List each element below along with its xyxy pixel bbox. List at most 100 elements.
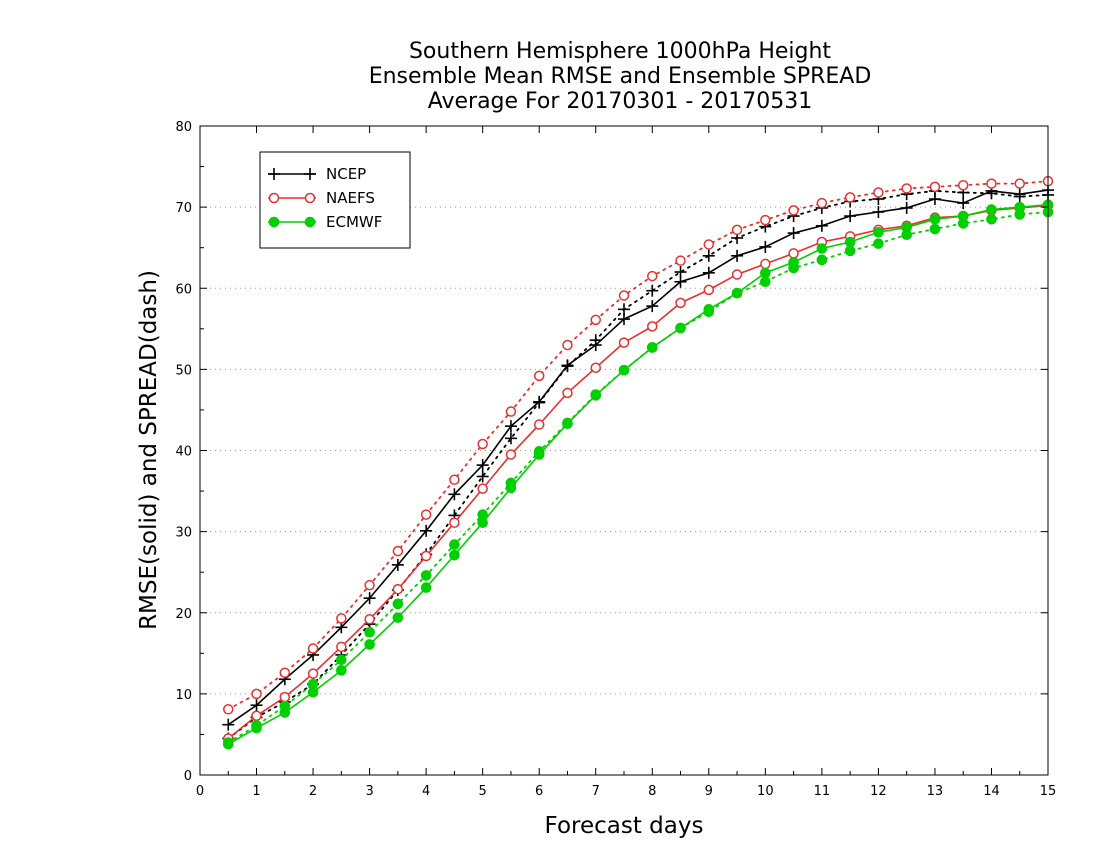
series-naefs-spread-point [731,224,743,236]
series-ncep-rmse-point [787,227,800,240]
series-ncep-rmse-point [448,488,461,501]
y-tick-label: 40 [175,445,192,460]
series-ncep-rmse-point [476,459,489,472]
series-ecmwf-rmse-point [760,267,771,279]
series-ecmwf-rmse-point [901,222,912,233]
series-naefs-spread-point [307,643,319,654]
series-ncep-rmse-point [420,524,433,537]
series-naefs-rmse-point [307,668,319,679]
series-naefs-spread-point [1014,178,1025,189]
series-naefs-rmse-point [760,258,771,270]
x-tick-label: 4 [422,784,430,799]
series-ncep-rmse-point [731,249,744,262]
series-naefs-spread-point [873,187,884,198]
x-axis-ticks: 0 1 2 3 4 5 6 7 8 9 10 11 12 13 14 15 [196,126,1056,799]
series-naefs-spread-point [590,314,601,326]
series-naefs-rmse-point [420,550,432,562]
x-tick-label: 8 [648,784,656,799]
series-ecmwf-spread-point [364,626,375,638]
series-ncep-rmse-point [391,558,404,571]
series-ecmwf-rmse-point [703,304,715,315]
series-ncep-rmse-point [250,699,263,712]
series-naefs-spread-point [844,192,856,203]
series-ncep-rmse-point [533,395,546,408]
series-ecmwf-rmse-point [392,612,404,623]
x-tick-label: 3 [365,784,373,799]
x-tick-label: 10 [757,784,774,799]
series-ecmwf-spread-point [760,276,771,288]
series-ncep [222,184,1054,745]
series-naefs [223,175,1054,744]
x-tick-label: 2 [309,784,317,799]
series-naefs-rmse-point [364,613,375,625]
series-naefs-spread-point [957,179,969,191]
legend-entry-ecmwf: ECMWF [268,213,382,231]
series-ncep-rmse-point [957,197,970,210]
series-ncep-rmse-point [872,205,885,218]
series-naefs-spread-point [816,197,828,209]
y-tick-label: 60 [175,282,192,297]
series-ecmwf-rmse-point [222,738,234,750]
series-ncep-rmse-point [618,313,630,326]
series-naefs-rmse-point [336,641,347,653]
series-ncep-rmse-point [222,718,235,731]
legend-label-naefs: NAEFS [326,189,375,207]
x-tick-label: 5 [479,784,487,799]
series-ecmwf-rmse-point [590,390,602,401]
series-naefs-spread-point [703,239,715,250]
series-naefs-spread-point [364,579,375,591]
series-naefs-spread-point [675,255,686,266]
series-ecmwf-rmse-point [420,582,432,593]
series-ecmwf-rmse-point [449,549,460,561]
series-naefs-spread-point [647,270,658,282]
series-naefs-spread-point [562,339,573,351]
series-ecmwf-rmse-point [279,707,291,718]
y-tick-label: 50 [175,363,192,378]
legend-label-ecmwf: ECMWF [326,213,382,231]
series-ecmwf-spread-point [844,245,856,257]
series-ncep-rmse-point [815,219,828,232]
series-naefs-rmse-point [279,691,291,703]
chart-title: Southern Hemisphere 1000hPa Height Ensem… [369,39,872,114]
y-tick-label: 80 [175,120,192,135]
series-ecmwf-spread-point [336,654,347,666]
series-layer [222,175,1054,750]
series-naefs-spread-point [251,688,262,700]
series-ncep-spread-point [702,249,715,262]
series-naefs-spread-line [227,180,1049,711]
chart-title-line-1: Southern Hemisphere 1000hPa Height [409,39,831,64]
x-tick-label: 6 [535,784,543,799]
series-ncep-rmse-point [646,300,659,313]
series-ecmwf-rmse-point [816,243,828,254]
series-naefs-spread-point [477,438,488,450]
series-ecmwf-rmse-point [477,517,488,529]
legend-entry-ncep: NCEP [268,165,366,183]
legend-box [259,151,411,249]
series-naefs-spread-point [533,370,545,382]
series-ncep-rmse-point [1013,188,1026,201]
series-ecmwf-rmse-point [505,482,517,494]
chart-title-line-2: Ensemble Mean RMSE and Ensemble SPREAD [369,64,872,89]
series-naefs-spread-point [760,214,771,226]
y-axis-ticks: 0 10 20 30 40 50 60 70 80 [175,120,1048,784]
series-naefs-spread-point [279,667,291,679]
series-ncep-rmse-point [363,592,376,605]
series-ncep-spread-line [227,189,1049,740]
series-ecmwf-spread-line [227,211,1049,744]
series-naefs-rmse-point [731,269,743,280]
series-ncep-spread-point [476,470,489,483]
x-tick-label: 7 [592,784,600,799]
series-naefs-rmse-point [703,284,715,296]
series-naefs-rmse-point [562,387,573,399]
series-ecmwf-spread-point [392,598,404,610]
series-ecmwf-rmse-point [307,686,319,698]
x-tick-label: 1 [252,784,260,799]
series-naefs-spread-point [336,613,347,624]
series-ecmwf-rmse-point [788,256,799,268]
series-ecmwf-rmse-point [562,418,573,430]
series-naefs-rmse-point [449,517,460,528]
series-ncep-spread-point [646,284,659,297]
series-naefs-rmse-point [788,248,799,259]
series-naefs-spread-point [618,290,630,301]
